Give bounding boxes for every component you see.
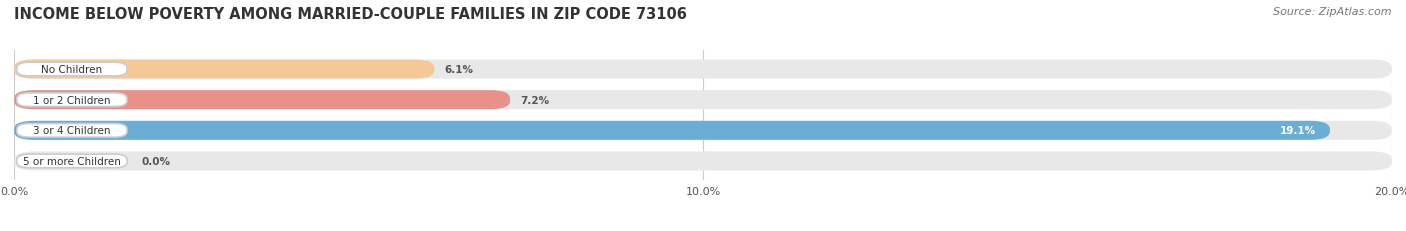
FancyBboxPatch shape <box>14 60 434 79</box>
FancyBboxPatch shape <box>14 121 1330 140</box>
Text: 19.1%: 19.1% <box>1279 126 1316 136</box>
FancyBboxPatch shape <box>17 63 127 76</box>
FancyBboxPatch shape <box>14 91 1392 110</box>
FancyBboxPatch shape <box>14 60 1392 79</box>
Text: 5 or more Children: 5 or more Children <box>22 156 121 166</box>
Text: INCOME BELOW POVERTY AMONG MARRIED-COUPLE FAMILIES IN ZIP CODE 73106: INCOME BELOW POVERTY AMONG MARRIED-COUPL… <box>14 7 688 22</box>
Text: Source: ZipAtlas.com: Source: ZipAtlas.com <box>1274 7 1392 17</box>
Text: 1 or 2 Children: 1 or 2 Children <box>34 95 111 105</box>
FancyBboxPatch shape <box>14 91 510 110</box>
FancyBboxPatch shape <box>17 155 127 168</box>
Text: No Children: No Children <box>41 65 103 75</box>
FancyBboxPatch shape <box>17 124 127 138</box>
Text: 7.2%: 7.2% <box>520 95 550 105</box>
Text: 0.0%: 0.0% <box>142 156 170 166</box>
Text: 3 or 4 Children: 3 or 4 Children <box>34 126 111 136</box>
FancyBboxPatch shape <box>14 152 1392 171</box>
Text: 6.1%: 6.1% <box>444 65 474 75</box>
FancyBboxPatch shape <box>17 93 127 107</box>
FancyBboxPatch shape <box>14 121 1392 140</box>
